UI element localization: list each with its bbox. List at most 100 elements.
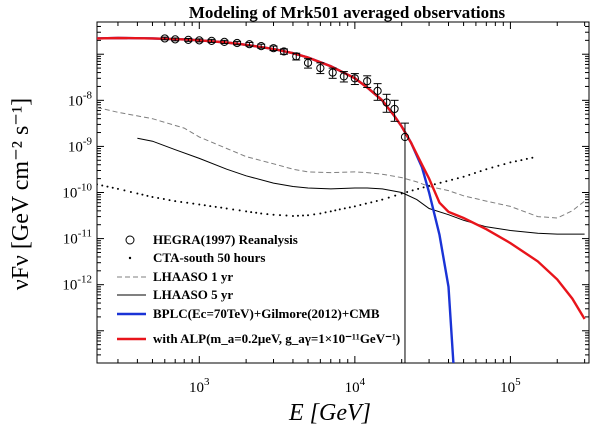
cta-dot [479,170,482,173]
hegra-points [160,34,410,363]
cta-dot [198,203,201,206]
cta-dot [370,201,373,204]
cta-dot [250,211,253,214]
x-tick-base: 10 [500,380,515,396]
cta-dot [313,213,316,216]
hegra-point [373,86,382,96]
hegra-point [171,35,180,44]
cta-dot [509,161,512,164]
x-tick-base: 10 [345,380,360,396]
cta-dot [485,168,488,171]
y-tick-label: 10-8 [68,89,93,109]
hegra-point [400,132,410,142]
hegra-point [220,37,229,47]
cta-dot [462,175,465,178]
cta-dot [129,190,132,193]
y-tick-label: 10-12 [62,274,92,294]
hegra-point [257,42,266,51]
hegra-point [363,77,372,86]
lhaaso-1yr-line [97,107,585,219]
cta-dot [531,156,534,159]
y-tick-exponent: -8 [83,89,93,101]
cta-dot [422,186,425,189]
series-layer [97,34,586,363]
cta-dot [406,190,409,193]
cta-dot [525,157,528,160]
cta-dot [411,189,414,192]
cta-dot [111,186,114,189]
cta-dot [157,197,160,200]
cta-dot [497,164,500,167]
cta-dot [296,214,299,217]
x-tick-exponent: 4 [360,376,366,388]
cta-dot [192,202,195,205]
hegra-point [316,63,325,73]
y-tick-base: 10 [68,93,83,109]
cta-dot [324,211,327,214]
cta-dot [245,210,248,213]
cta-dot [343,207,346,210]
cta-dot [359,204,362,207]
y-tick-base: 10 [62,278,77,294]
hegra-point [303,58,313,67]
cta-dot [364,202,367,205]
hegra-point [382,98,391,107]
alp-model-line [97,36,586,320]
cta-dot [168,199,171,202]
cta-dot [146,194,149,197]
cta-dot [225,207,228,210]
cta-dot [353,205,356,208]
y-tick-exponent: -9 [83,135,93,147]
hegra-point [279,47,289,56]
x-axis-label: E [GeV] [288,400,371,426]
y-tick-label: 10-11 [63,228,92,248]
hegra-point [390,104,399,114]
cta-dot [348,206,351,209]
hegra-point [184,35,193,44]
cta-dot [174,200,177,203]
cta-dot [387,196,390,199]
x-tick-exponent: 3 [204,376,210,388]
cta-dot [266,213,269,216]
hegra-point [160,34,169,43]
x-tick-label: 103 [189,376,210,396]
cta-dot [123,189,126,192]
cta-dot [116,187,119,190]
hegra-point [339,72,348,81]
cta-dot [329,210,332,213]
cta-dot [285,214,288,217]
x-tick-exponent: 5 [515,376,521,388]
x-tick-label: 105 [500,376,521,396]
cta-dot [97,183,98,186]
cta-dot [400,192,403,195]
y-tick-label: 10-9 [68,135,93,155]
y-axis-label: νFν [GeV cm⁻² s⁻¹] [8,98,34,290]
cta-dot [278,214,281,217]
cta-dot [394,194,397,197]
cta-dot [375,199,378,202]
y-tick-base: 10 [62,186,77,202]
legend-bplc-label: BPLC(Ec=70TeV)+Gilmore(2012)+CMB [153,306,380,321]
legend-hegra-marker [125,235,135,245]
legend-lhaaso1-label: LHAASO 1 yr [153,269,233,284]
cta-dot [136,192,139,195]
lhaaso-5yr-line [137,137,585,235]
cta-dot [520,159,523,162]
cta-dot [468,173,471,176]
cta-dot [473,171,476,174]
cta-dot [272,213,275,216]
y-tick-label: 10-10 [62,182,92,202]
cta-dot [302,214,305,217]
legend-cta-label: CTA-south 50 hours [153,250,265,265]
cta-dot [209,205,212,208]
cta-dot [503,163,506,166]
cta-dot [232,208,235,211]
cta-dot [445,180,448,183]
cta-dot [141,193,144,196]
cta-dot [186,201,189,204]
cta-dot [334,209,337,212]
cta-dot [162,198,165,201]
axis-ticks [97,21,589,364]
x-tick-label: 104 [345,376,366,396]
